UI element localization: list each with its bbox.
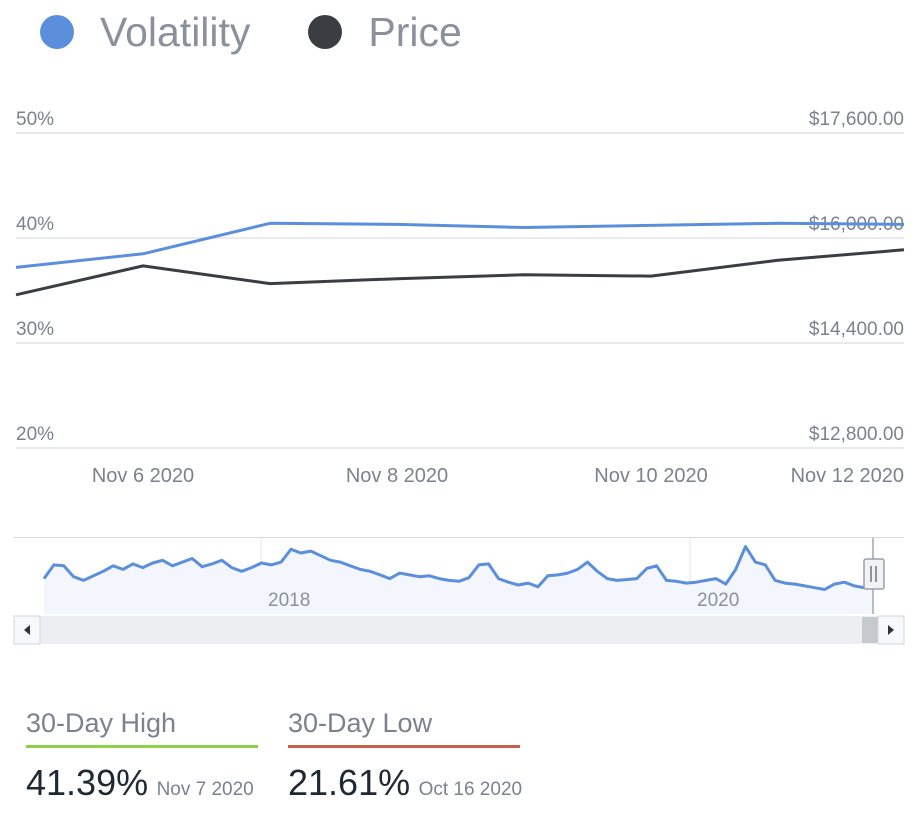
legend-item-volatility[interactable]: Volatility [40,9,250,56]
navigator-year-label: 2020 [697,590,739,611]
y-right-tick-label: $14,400.00 [809,319,904,340]
navigator-scrollbar-track [14,616,904,644]
scroll-right-arrow-icon [888,625,894,635]
scrollbar-thumb[interactable] [862,617,878,643]
series-line-volatility [15,221,905,269]
navigator-year-label: 2018 [268,590,310,611]
stat-30-day-low: 30-Day Low 21.61% Oct 16 2020 [288,708,523,804]
stat-high-title: 30-Day High [26,708,177,738]
y-left-tick-label: 40% [16,214,54,235]
stat-high-bar [26,745,258,748]
x-tick-label: Nov 10 2020 [594,465,707,487]
stat-low-title: 30-Day Low [288,708,433,738]
stat-low-bar [288,745,520,748]
stat-30-day-high: 30-Day High 41.39% Nov 7 2020 [26,708,258,804]
y-right-tick-label: $17,600.00 [809,109,904,130]
x-tick-label: Nov 12 2020 [791,465,904,487]
legend-label-price: Price [368,8,462,55]
price-dot-icon [308,15,343,49]
navigator-area [44,546,874,614]
x-tick-label: Nov 6 2020 [92,465,194,487]
stat-low-date: Oct 16 2020 [418,779,523,800]
stat-low-value: 21.61% [288,762,411,803]
legend-item-price[interactable]: Price [308,8,462,56]
y-left-tick-label: 50% [16,109,54,130]
y-left-tick-label: 20% [16,424,54,445]
y-right-tick-label: $12,800.00 [809,424,904,445]
navigator-handle[interactable] [863,558,885,590]
volatility-dot-icon [40,15,74,49]
stat-high-date: Nov 7 2020 [156,779,254,800]
x-tick-label: Nov 8 2020 [346,465,448,487]
legend-label-volatility: Volatility [100,8,251,55]
y-left-tick-label: 30% [16,319,54,340]
stat-high-value: 41.39% [26,762,149,803]
series-line-price [15,248,905,297]
scroll-left-arrow-icon [24,625,30,635]
chart-legend: Volatility Price [40,4,520,60]
navigator-line [42,545,875,591]
